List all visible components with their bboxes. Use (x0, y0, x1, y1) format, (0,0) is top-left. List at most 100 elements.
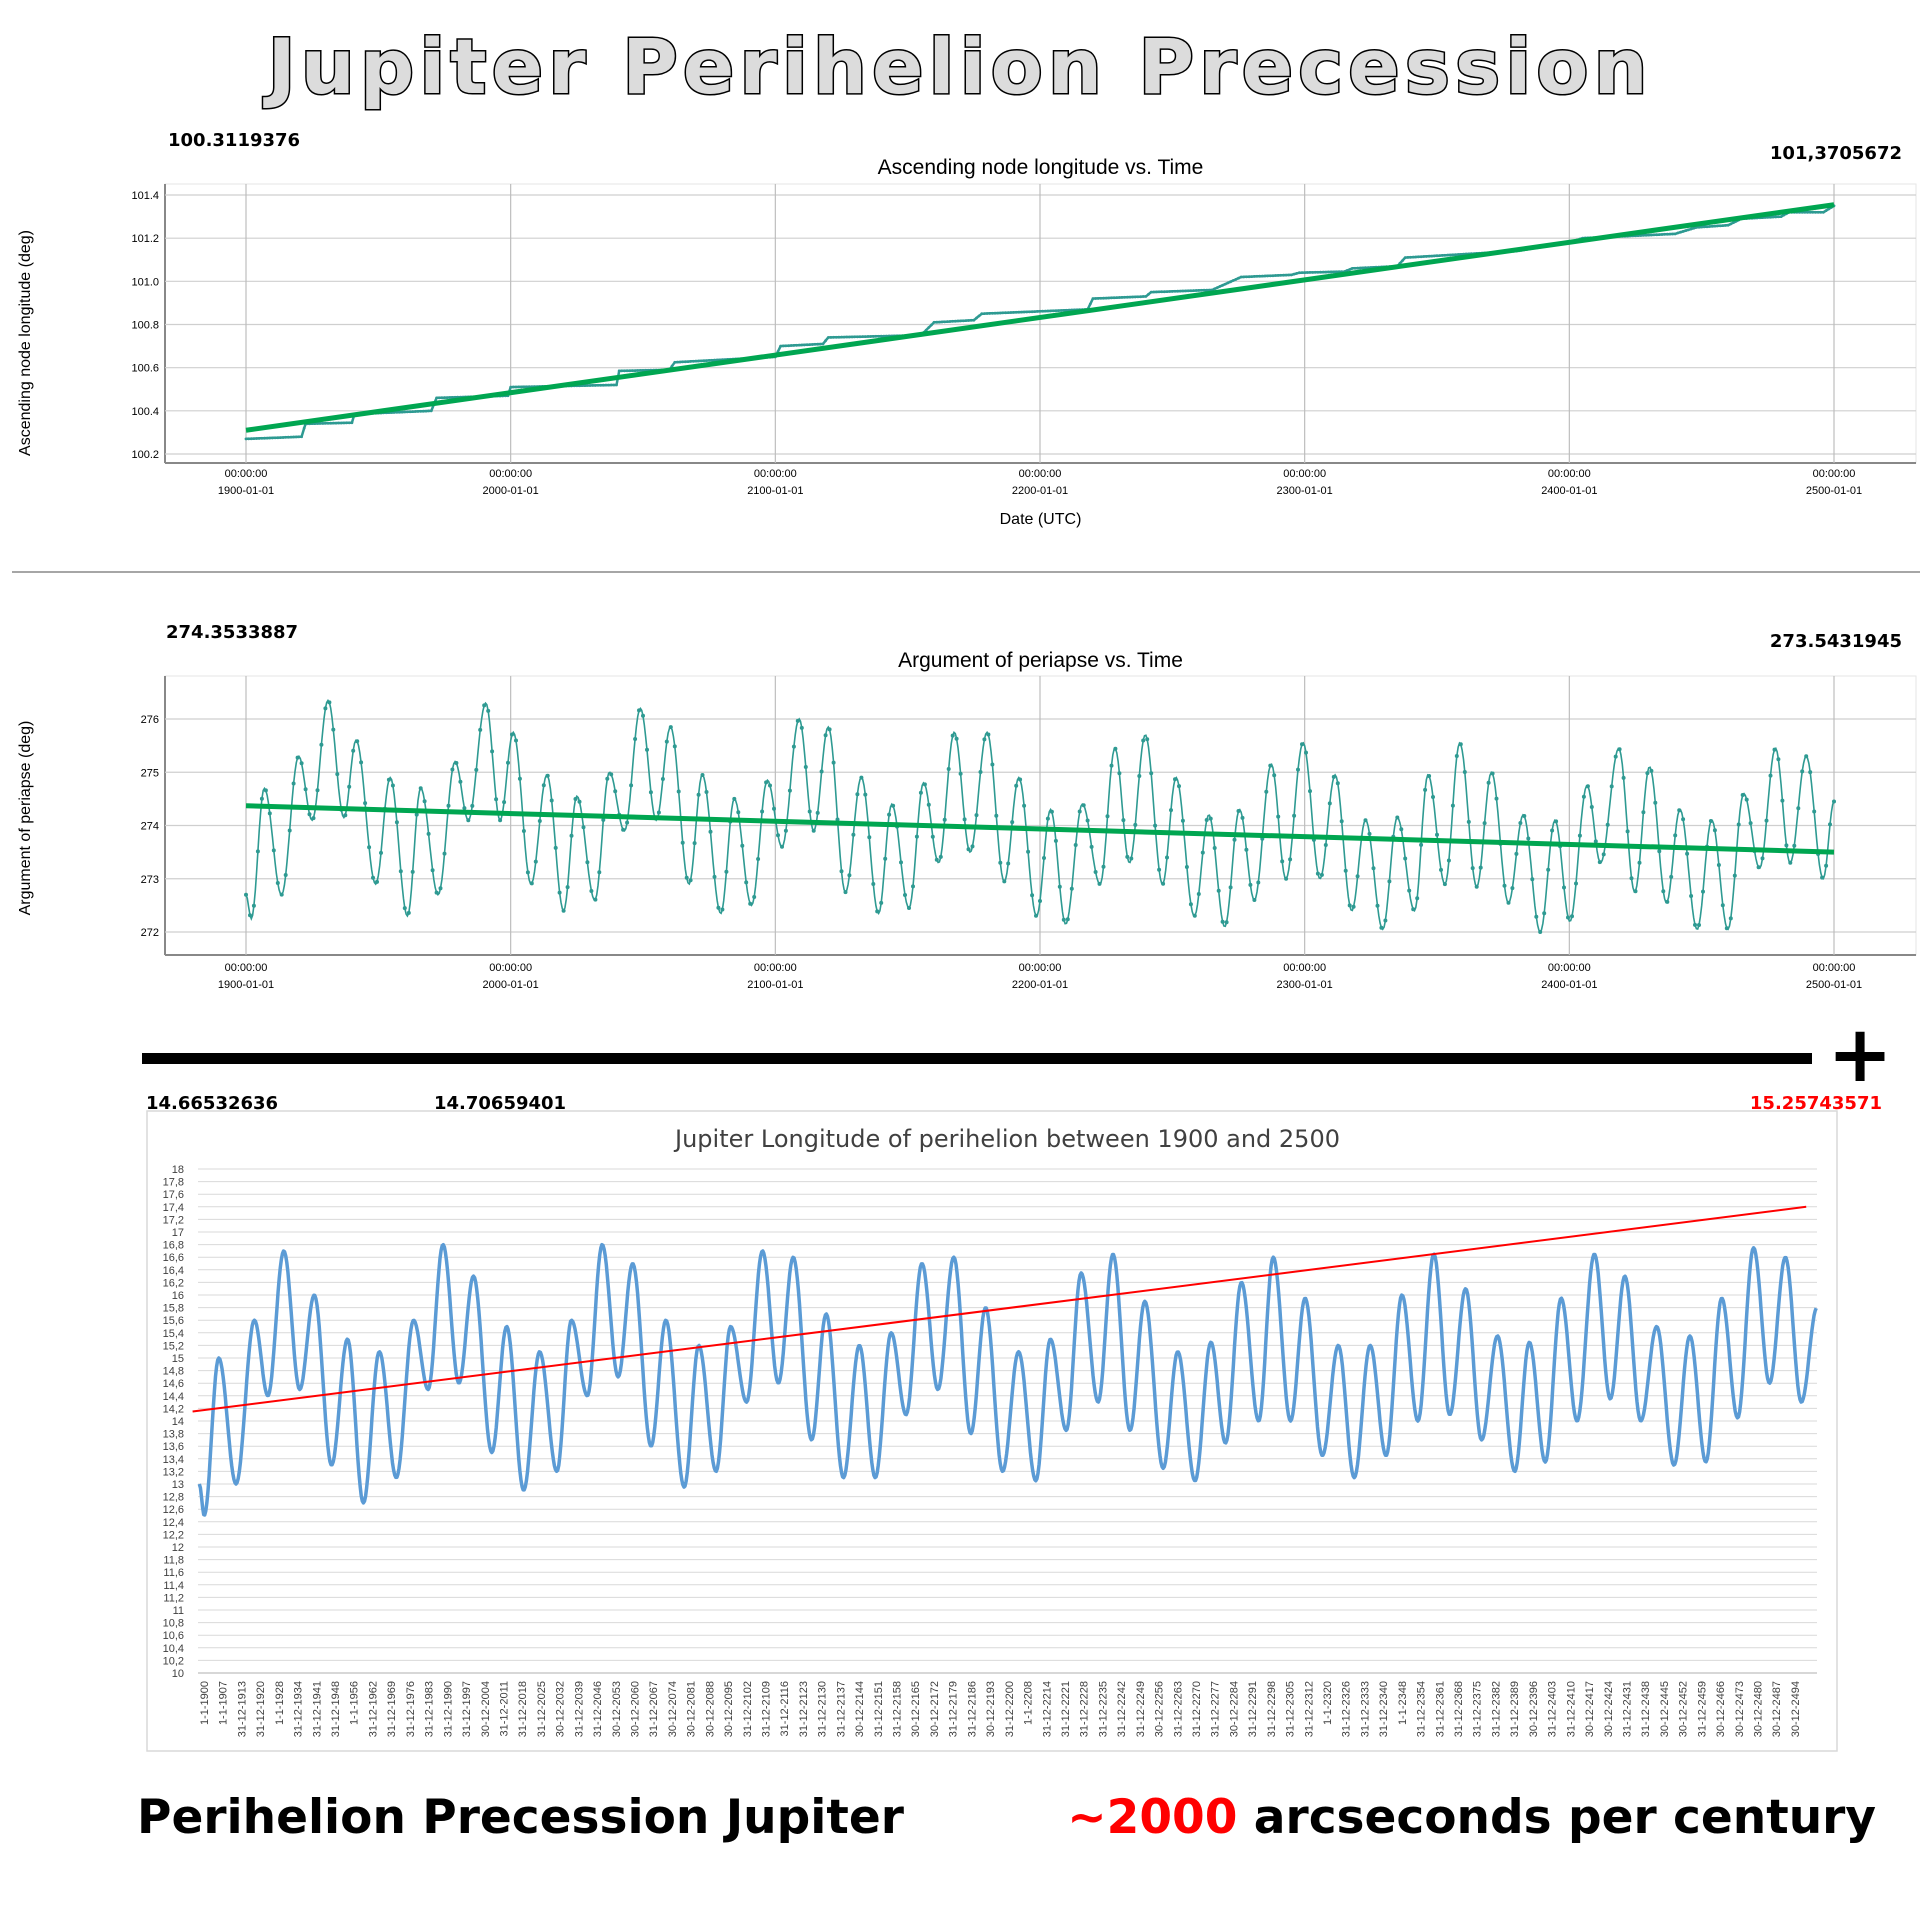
data-point (1466, 819, 1471, 824)
data-point (1685, 851, 1690, 856)
data-point (1726, 223, 1730, 227)
data-point (1094, 297, 1097, 300)
data-point (1347, 903, 1352, 908)
data-point (1255, 274, 1259, 278)
data-point (1811, 210, 1815, 214)
data-point (974, 813, 979, 818)
y-tick-label: 11,6 (163, 1567, 184, 1579)
data-point (631, 369, 634, 372)
data-point (1237, 276, 1240, 280)
data-point (517, 385, 520, 389)
x-tick-label: 30-12-2473 (1734, 1681, 1746, 1737)
data-point (494, 797, 499, 802)
data-point (1213, 287, 1217, 291)
data-point (764, 780, 769, 785)
data-point (1363, 818, 1368, 823)
data-point (286, 435, 290, 439)
data-point (1684, 229, 1688, 233)
data-point (1229, 280, 1232, 284)
data-point (983, 312, 986, 315)
data-point (1038, 899, 1042, 903)
data-point (1319, 872, 1324, 877)
data-point (1679, 230, 1682, 234)
data-point (1012, 311, 1015, 314)
data-point (1316, 270, 1320, 274)
data-point (255, 437, 258, 440)
data-point (569, 833, 574, 838)
data-point (623, 369, 626, 373)
data-point (386, 777, 391, 782)
data-point (1329, 270, 1333, 274)
data-point (359, 760, 364, 765)
data-point (371, 875, 375, 880)
data-point (1415, 896, 1420, 901)
data-point (924, 328, 928, 332)
data-point (694, 359, 698, 363)
data-point (907, 906, 911, 910)
data-point (678, 360, 682, 364)
data-point (247, 437, 251, 441)
x-tick-label: 30-12-2144 (854, 1681, 866, 1737)
x-tick-label: 31-12-2277 (1210, 1681, 1222, 1737)
data-point (1170, 290, 1174, 293)
x-tick-label: 31-12-2382 (1490, 1681, 1502, 1737)
data-point (1653, 800, 1658, 805)
data-point (1018, 777, 1023, 782)
x-tick-label: 31-12-2361 (1434, 1681, 1446, 1737)
data-point (1769, 215, 1772, 219)
data-point (321, 422, 325, 425)
data-point (1308, 789, 1312, 794)
data-point (281, 436, 285, 439)
x-tick-label: 31-12-2375 (1472, 1681, 1484, 1737)
data-point (1448, 253, 1452, 257)
data-point (525, 385, 528, 389)
data-point (1518, 821, 1523, 825)
data-point (1049, 309, 1052, 313)
x-tick-label: 31-12-2018 (517, 1681, 529, 1737)
data-point (1192, 913, 1197, 918)
y-tick-label: 13,4 (163, 1454, 184, 1466)
data-point (1133, 822, 1138, 827)
data-point (1014, 783, 1019, 788)
data-point (1438, 254, 1441, 257)
data-point (951, 319, 955, 323)
data-point (803, 343, 806, 347)
data-point (990, 762, 995, 767)
y-tick-label: 15 (172, 1353, 184, 1365)
data-point (713, 358, 716, 362)
data-point (628, 369, 632, 373)
data-point (1045, 816, 1050, 821)
data-point (1456, 253, 1460, 256)
data-point (1689, 894, 1694, 898)
data-point (1339, 819, 1344, 824)
data-point (1303, 271, 1307, 274)
data-point (1096, 297, 1100, 300)
data-point (1025, 310, 1029, 314)
data-point (597, 870, 602, 875)
y-tick-label: 16,8 (163, 1240, 184, 1252)
x-tick-label: 31-12-2137 (835, 1681, 847, 1737)
x-tick-label: 30-12-2494 (1790, 1681, 1802, 1737)
data-point (609, 772, 614, 777)
data-point (502, 800, 507, 805)
x-tick-label: 1-1-1928 (274, 1681, 286, 1725)
data-point (1041, 309, 1044, 313)
data-point (596, 383, 600, 387)
data-point (363, 801, 368, 806)
data-point (1117, 771, 1122, 776)
data-point (1764, 818, 1769, 823)
chart3-title: Jupiter Longitude of perihelion between … (673, 1125, 1340, 1153)
data-point (715, 358, 719, 362)
data-point (962, 817, 967, 822)
data-point (1443, 253, 1447, 257)
data-point (874, 334, 878, 338)
data-point (1554, 819, 1559, 824)
data-point (257, 437, 261, 440)
x-tick-label: 30-12-2193 (985, 1681, 997, 1737)
x-tick-label: 31-12-2186 (966, 1681, 978, 1737)
x-tick-label: 31-12-1997 (461, 1681, 473, 1737)
data-point (1665, 232, 1669, 236)
chart1 (164, 183, 1917, 464)
data-point (970, 844, 975, 849)
data-point (633, 737, 638, 741)
